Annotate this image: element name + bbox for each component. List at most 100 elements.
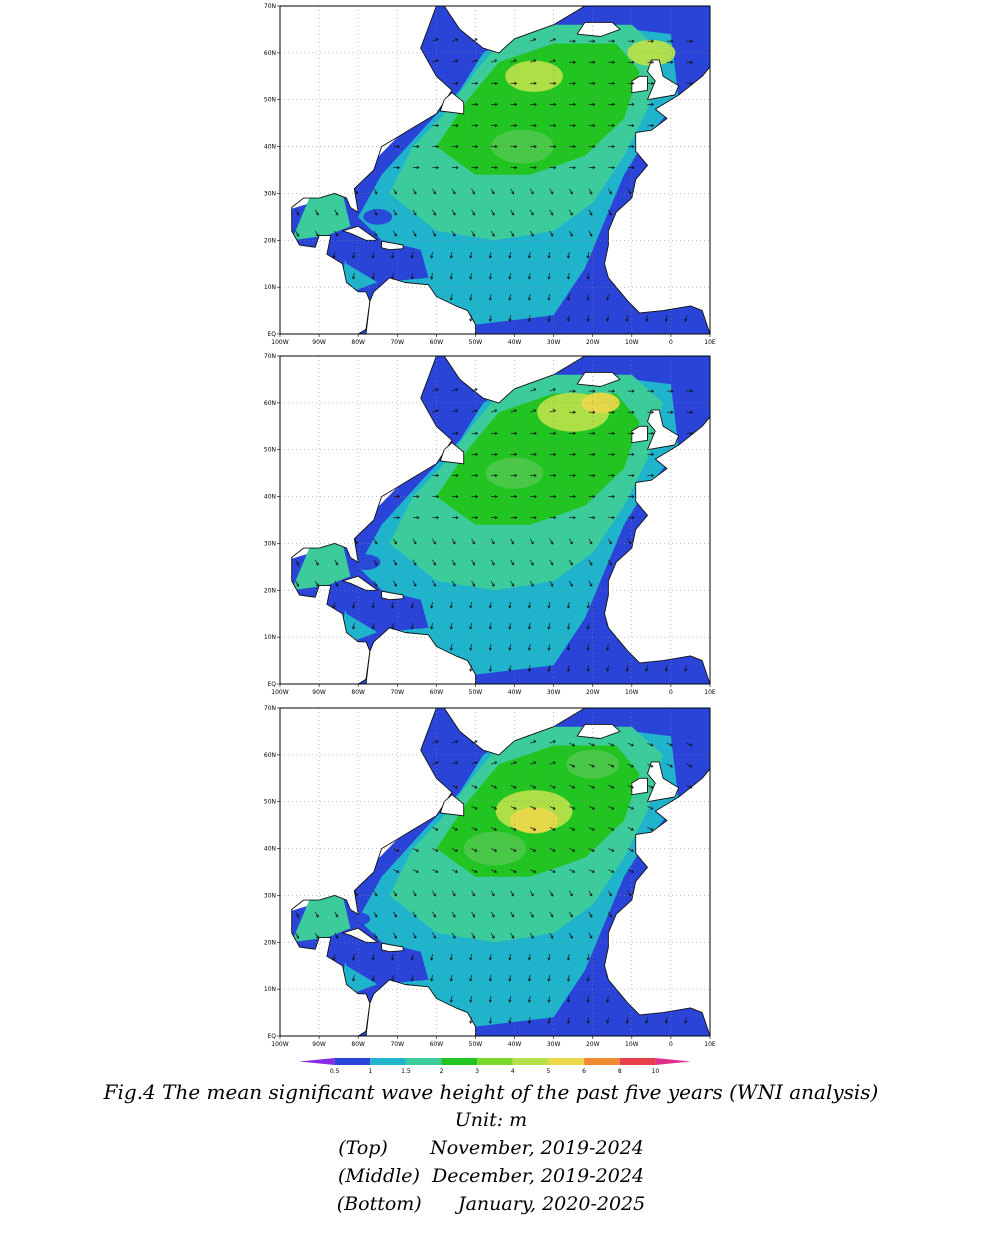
- wave-direction-arrow: [470, 644, 472, 651]
- wave-direction-arrowhead: [296, 583, 300, 587]
- wave-direction-arrowhead: [586, 957, 590, 961]
- wave-direction-arrowhead: [591, 806, 595, 810]
- wave-direction-arrow: [665, 315, 668, 322]
- land-gl: [435, 708, 586, 756]
- wave-direction-arrowhead: [394, 191, 397, 195]
- wave-direction-arrowhead: [371, 276, 375, 280]
- wave-direction-arrow: [549, 388, 556, 392]
- lon-label: 0: [669, 339, 673, 346]
- wave-direction-arrow: [608, 890, 612, 897]
- wave-direction-arrowhead: [494, 452, 498, 456]
- wave-direction-arrowhead: [547, 999, 551, 1003]
- map-area: [280, 708, 710, 1036]
- wave-direction-arrow: [530, 409, 536, 413]
- map-frame: [279, 5, 711, 335]
- wave-direction-arrowhead: [689, 743, 693, 747]
- wave-direction-arrow: [451, 188, 456, 195]
- wave-direction-arrowhead: [491, 914, 495, 918]
- wave-direction-arrowhead: [435, 59, 439, 63]
- wave-direction-arrowhead: [552, 848, 556, 852]
- wave-direction-arrowhead: [472, 935, 475, 939]
- colorbar-label: 3: [475, 1068, 479, 1075]
- wave-direction-arrow: [509, 996, 511, 1003]
- lon-label: 50W: [469, 339, 483, 346]
- wave-direction-arrow: [334, 911, 339, 918]
- land-cu: [342, 225, 379, 241]
- wave-direction-arrow: [510, 932, 514, 939]
- wave-direction-arrow: [548, 315, 551, 322]
- wave-direction-arrowhead: [690, 431, 694, 435]
- wave-direction-arrow: [450, 251, 453, 258]
- wave-direction-arrow: [510, 890, 514, 897]
- wave-direction-arrowhead: [354, 191, 358, 195]
- wave-direction-arrow: [606, 996, 609, 1003]
- wave-direction-arrowhead: [567, 276, 571, 280]
- wave-direction-arrowhead: [547, 668, 551, 672]
- wave-direction-arrow: [529, 538, 534, 545]
- wave-direction-arrowhead: [430, 276, 434, 280]
- wave-direction-arrowhead: [533, 516, 537, 520]
- wave-direction-arrowhead: [416, 166, 420, 170]
- wave-direction-arrow: [352, 953, 355, 960]
- lon-label: 0: [669, 1041, 673, 1048]
- wave-direction-arrowhead: [452, 893, 456, 897]
- wave-direction-arrowhead: [410, 978, 414, 982]
- wave-direction-arrow: [529, 188, 534, 195]
- wave-direction-arrowhead: [455, 409, 459, 413]
- wave-direction-arrowhead: [589, 935, 593, 939]
- wave-direction-arrowhead: [530, 233, 534, 237]
- wave-direction-arrowhead: [630, 785, 634, 789]
- wave-direction-arrow: [530, 740, 536, 744]
- gulf-of-mexico: [291, 193, 351, 241]
- wave-direction-arrowhead: [650, 785, 654, 789]
- wave-direction-arrow: [510, 827, 517, 831]
- wave-map-middle: 100W 90W 80W 70W 60W 50W 40W 30W 20W 10W 0 10E EQ 10N…: [260, 352, 724, 698]
- wave-direction-arrowhead: [606, 1020, 610, 1024]
- wave-direction-arrowhead: [397, 144, 401, 149]
- wave-direction-arrow: [489, 251, 492, 258]
- wave-direction-arrowhead: [374, 914, 378, 918]
- colorbar-swatch: [299, 1058, 335, 1065]
- wave-direction-arrow: [549, 230, 554, 237]
- wave-direction-arrow: [373, 538, 378, 545]
- map-frame: [279, 707, 711, 1037]
- wave-direction-arrowhead: [609, 914, 612, 918]
- lon-label: 80W: [351, 339, 365, 346]
- wave-direction-arrow: [353, 538, 358, 545]
- wave-direction-arrowhead: [511, 233, 515, 237]
- wave-direction-arrowhead: [592, 166, 596, 170]
- wave-direction-arrow: [685, 1017, 687, 1024]
- wave-direction-arrowhead: [494, 473, 498, 478]
- wave-direction-arrowhead: [374, 541, 378, 545]
- wave-direction-arrowhead: [612, 494, 616, 499]
- wave-direction-arrowhead: [611, 785, 615, 789]
- wave-direction-arrow: [393, 932, 397, 939]
- wave-direction-arrowhead: [508, 255, 512, 259]
- wave-direction-arrowhead: [452, 191, 456, 195]
- wave-direction-arrowhead: [454, 785, 459, 789]
- lon-label: 0: [669, 689, 673, 696]
- wave-direction-arrow: [333, 251, 336, 258]
- wave-direction-arrowhead: [631, 473, 635, 478]
- wave-direction-arrow: [471, 740, 478, 744]
- lon-label: 30W: [547, 339, 561, 346]
- wave-direction-arrowhead: [475, 494, 479, 499]
- caption-bottom-tag: (Bottom): [336, 1193, 422, 1215]
- wave-direction-arrow: [490, 806, 497, 810]
- wave-direction-arrow: [391, 251, 394, 258]
- wave-direction-arrow: [451, 740, 458, 744]
- wave-direction-arrow: [588, 869, 595, 873]
- wave-direction-arrow: [412, 869, 419, 873]
- wave-direction-arrowhead: [628, 541, 632, 545]
- wave-direction-arrow: [352, 975, 355, 982]
- wave-direction-arrowhead: [435, 827, 439, 831]
- wave-hotspot: [510, 807, 559, 834]
- wave-direction-arrow: [372, 953, 375, 960]
- wave-direction-arrowhead: [494, 123, 498, 128]
- wave-direction-arrowhead: [332, 605, 336, 609]
- wave-direction-arrowhead: [550, 212, 554, 216]
- lon-label: 80W: [351, 689, 365, 696]
- wave-direction-arrow: [587, 294, 590, 301]
- lat-label: 10N: [264, 986, 276, 993]
- wave-direction-arrow: [509, 623, 511, 630]
